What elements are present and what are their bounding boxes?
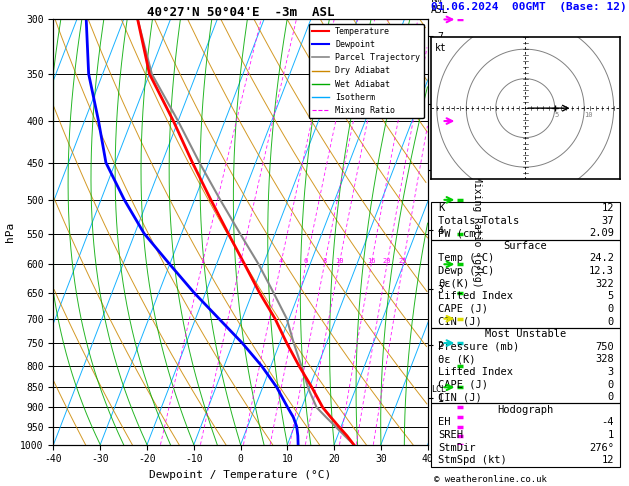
Text: Most Unstable: Most Unstable [484, 329, 566, 339]
Bar [431, 240, 620, 328]
Text: © weatheronline.co.uk: © weatheronline.co.uk [434, 474, 547, 484]
Text: km
ASL: km ASL [431, 0, 448, 15]
Text: 12: 12 [601, 455, 614, 465]
Text: LCL: LCL [431, 385, 447, 394]
Text: 20: 20 [382, 258, 391, 264]
Text: Hodograph: Hodograph [497, 405, 554, 415]
Text: CIN (J): CIN (J) [438, 316, 482, 327]
Text: 25: 25 [399, 258, 407, 264]
Y-axis label: hPa: hPa [4, 222, 14, 242]
Text: Pressure (mb): Pressure (mb) [438, 342, 520, 352]
Text: θε(K): θε(K) [438, 278, 470, 289]
Text: Temp (°C): Temp (°C) [438, 253, 494, 263]
Text: 2.09: 2.09 [589, 228, 614, 238]
Text: StmSpd (kt): StmSpd (kt) [438, 455, 507, 465]
Text: 276°: 276° [589, 443, 614, 452]
Text: Dewp (°C): Dewp (°C) [438, 266, 494, 276]
Text: 2: 2 [238, 258, 242, 264]
Text: 0: 0 [608, 380, 614, 390]
Text: Lifted Index: Lifted Index [438, 291, 513, 301]
Text: Lifted Index: Lifted Index [438, 367, 513, 377]
Text: CAPE (J): CAPE (J) [438, 304, 488, 314]
Text: 24.2: 24.2 [589, 253, 614, 263]
Text: -4: -4 [601, 417, 614, 427]
Text: θε (K): θε (K) [438, 354, 476, 364]
Text: 10: 10 [335, 258, 343, 264]
Text: 37: 37 [601, 216, 614, 226]
Legend: Temperature, Dewpoint, Parcel Trajectory, Dry Adiabat, Wet Adiabat, Isotherm, Mi: Temperature, Dewpoint, Parcel Trajectory… [309, 24, 423, 118]
Text: 10: 10 [584, 112, 593, 118]
Text: 5: 5 [555, 112, 559, 118]
Text: kt: kt [435, 43, 447, 53]
Text: Surface: Surface [503, 241, 547, 251]
Text: EH: EH [438, 417, 451, 427]
Text: PW (cm): PW (cm) [438, 228, 482, 238]
Text: 5: 5 [608, 291, 614, 301]
Text: 12.3: 12.3 [589, 266, 614, 276]
Text: 1: 1 [200, 258, 204, 264]
Text: SREH: SREH [438, 430, 464, 440]
Bar [431, 328, 620, 403]
Bar [431, 403, 620, 467]
Bar [431, 202, 620, 240]
Text: StmDir: StmDir [438, 443, 476, 452]
Text: 750: 750 [595, 342, 614, 352]
Text: 0: 0 [608, 392, 614, 402]
Text: 16: 16 [367, 258, 376, 264]
Text: CIN (J): CIN (J) [438, 392, 482, 402]
Text: 4: 4 [279, 258, 283, 264]
Text: 6: 6 [304, 258, 308, 264]
Text: 0: 0 [608, 304, 614, 314]
Text: Totals Totals: Totals Totals [438, 216, 520, 226]
Y-axis label: Mixing Ratio (g/kg): Mixing Ratio (g/kg) [472, 176, 482, 288]
Title: 40°27'N 50°04'E  -3m  ASL: 40°27'N 50°04'E -3m ASL [147, 6, 335, 19]
Text: CAPE (J): CAPE (J) [438, 380, 488, 390]
Text: 0: 0 [608, 316, 614, 327]
Text: K: K [438, 203, 445, 213]
Text: 8: 8 [322, 258, 326, 264]
Text: 328: 328 [595, 354, 614, 364]
Text: 01.06.2024  00GMT  (Base: 12): 01.06.2024 00GMT (Base: 12) [431, 2, 626, 12]
X-axis label: Dewpoint / Temperature (°C): Dewpoint / Temperature (°C) [150, 470, 331, 480]
Text: 322: 322 [595, 278, 614, 289]
Text: 1: 1 [608, 430, 614, 440]
Text: 3: 3 [608, 367, 614, 377]
Text: 12: 12 [601, 203, 614, 213]
